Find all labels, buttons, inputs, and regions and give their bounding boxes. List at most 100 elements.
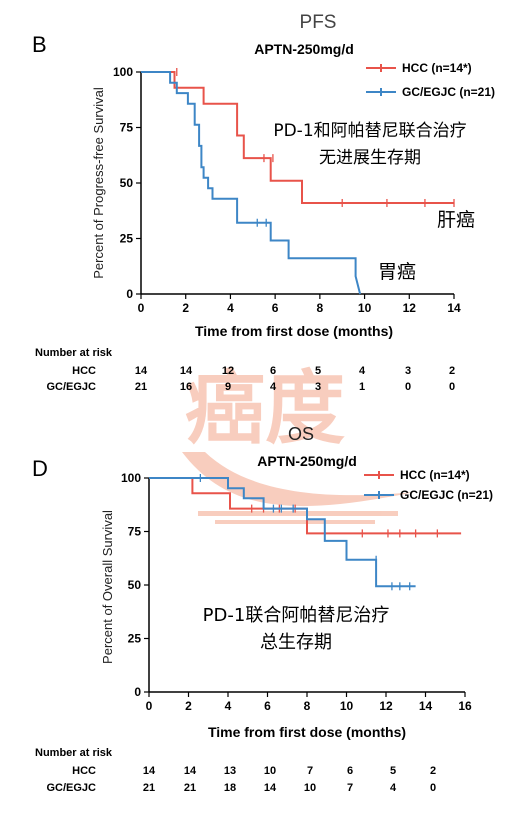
series-line-1	[149, 477, 416, 588]
chart-d-legend: HCC (n=14*) GC/EGJC (n=21)	[364, 468, 493, 502]
risk-cell: 7	[347, 782, 353, 794]
panel-b-risk-title: Number at risk	[35, 347, 113, 359]
risk-cell: 14	[184, 765, 197, 777]
risk-cell: 21	[135, 381, 147, 393]
x-tick-label: 2	[182, 301, 189, 315]
panel-b-label-hcc: 肝癌	[437, 209, 475, 231]
risk-cell: 4	[390, 782, 397, 794]
risk-cell: 13	[224, 765, 236, 777]
x-tick-label: 10	[358, 301, 372, 315]
risk-cell: 18	[224, 782, 236, 794]
legend-hcc-label: HCC (n=14*)	[400, 468, 470, 482]
x-tick-label: 14	[447, 301, 461, 315]
chart-b-xlabel: Time from first dose (months)	[195, 323, 393, 339]
legend-gc-label: GC/EGJC (n=21)	[400, 488, 493, 502]
pfs-chart: 0 2 4 6 8 10 12 14 0 25 50 75 100	[113, 65, 461, 315]
risk-cell: 14	[143, 765, 156, 777]
risk-cell: 10	[304, 782, 316, 794]
chart-b-ylabel: Percent of Progress-free Survival	[91, 87, 106, 279]
risk-cell: 7	[307, 765, 313, 777]
risk-cell: 9	[225, 381, 231, 393]
panel-b-annotation: PD-1和阿帕替尼联合治疗	[273, 121, 466, 141]
watermark-logo: 癌度	[182, 362, 415, 524]
chart-d-ylabel: Percent of Overall Survival	[100, 510, 115, 664]
risk-cell: 0	[405, 381, 411, 393]
y-tick-label: 75	[120, 121, 134, 135]
panel-b-annotation-2: 无进展生存期	[319, 148, 421, 168]
x-tick-label: 12	[403, 301, 417, 315]
risk-cell: 6	[347, 765, 353, 777]
risk-cell: 0	[430, 782, 436, 794]
risk-cell: 21	[143, 782, 155, 794]
risk-cell: 3	[405, 365, 411, 377]
risk-cell: 1	[359, 381, 365, 393]
panel-d-risk-title: Number at risk	[35, 747, 113, 759]
x-tick-label: 12	[379, 699, 393, 713]
y-tick-label: 75	[128, 525, 142, 539]
risk-row-label: GC/EGJC	[46, 381, 96, 393]
series-line-1	[141, 71, 362, 295]
chart-b-subtitle: APTN-250mg/d	[254, 41, 354, 57]
panel-b-risk-table: HCC 14 14 12 6 5 4 3 2 GC/EGJC 21 16 9 4 3 1 0 0	[46, 365, 455, 393]
y-tick-label: 100	[113, 65, 133, 79]
series-line-0	[141, 71, 454, 204]
x-tick-label: 6	[272, 301, 279, 315]
risk-cell: 3	[315, 381, 321, 393]
risk-cell: 10	[264, 765, 276, 777]
risk-cell: 5	[315, 365, 321, 377]
legend-hcc-label: HCC (n=14*)	[402, 61, 472, 75]
risk-cell: 2	[449, 365, 455, 377]
y-tick-label: 50	[120, 176, 134, 190]
panel-d-letter: D	[32, 456, 48, 481]
risk-cell: 14	[264, 782, 277, 794]
panel-d-header: OS	[288, 424, 314, 444]
risk-cell: 16	[180, 381, 192, 393]
panel-b-header: PFS	[300, 12, 337, 33]
panel-d-risk-table: HCC 14 14 13 10 7 6 5 2 GC/EGJC 21 21 18 14 10 7 4 0	[46, 765, 436, 794]
watermark-text: 癌度	[185, 362, 345, 455]
watermark-stroke	[198, 511, 398, 516]
risk-cell: 6	[270, 365, 276, 377]
x-tick-label: 4	[225, 699, 232, 713]
x-tick-label: 0	[146, 699, 153, 713]
x-tick-label: 16	[458, 699, 472, 713]
panel-d-annotation: PD-1联合阿帕替尼治疗	[203, 605, 390, 626]
watermark-stroke	[215, 520, 375, 524]
panel-b-label-gc: 胃癌	[378, 261, 416, 283]
watermark-swoosh	[182, 452, 415, 507]
x-tick-label: 4	[227, 301, 234, 315]
risk-cell: 2	[430, 765, 436, 777]
x-tick-label: 14	[419, 699, 433, 713]
series-line-0	[149, 477, 462, 535]
risk-cell: 5	[390, 765, 396, 777]
risk-row-label: HCC	[72, 765, 96, 777]
risk-cell: 4	[270, 381, 277, 393]
x-tick-label: 0	[138, 301, 145, 315]
y-tick-label: 25	[120, 232, 134, 246]
y-tick-label: 100	[121, 471, 141, 485]
y-tick-label: 50	[128, 578, 142, 592]
panel-d-annotation-2: 总生存期	[260, 632, 332, 653]
x-tick-label: 8	[304, 699, 311, 713]
x-tick-label: 10	[340, 699, 354, 713]
chart-b-legend: HCC (n=14*) GC/EGJC (n=21)	[366, 61, 495, 99]
chart-d-subtitle: APTN-250mg/d	[257, 453, 357, 469]
legend-gc-label: GC/EGJC (n=21)	[402, 85, 495, 99]
risk-cell: 4	[359, 365, 366, 377]
risk-cell: 14	[180, 365, 193, 377]
chart-d-xlabel: Time from first dose (months)	[208, 724, 406, 740]
risk-cell: 12	[222, 365, 234, 377]
panel-b-letter: B	[32, 32, 47, 57]
y-tick-label: 0	[134, 685, 141, 699]
risk-cell: 21	[184, 782, 196, 794]
os-chart: 0 2 4 6 8 10 12 14 16 0 25 50 75 100	[121, 471, 472, 713]
risk-cell: 0	[449, 381, 455, 393]
risk-cell: 14	[135, 365, 148, 377]
x-tick-label: 6	[264, 699, 271, 713]
risk-row-label: GC/EGJC	[46, 782, 96, 794]
y-tick-label: 0	[126, 287, 133, 301]
x-tick-label: 8	[317, 301, 324, 315]
risk-row-label: HCC	[72, 365, 96, 377]
y-tick-label: 25	[128, 632, 142, 646]
